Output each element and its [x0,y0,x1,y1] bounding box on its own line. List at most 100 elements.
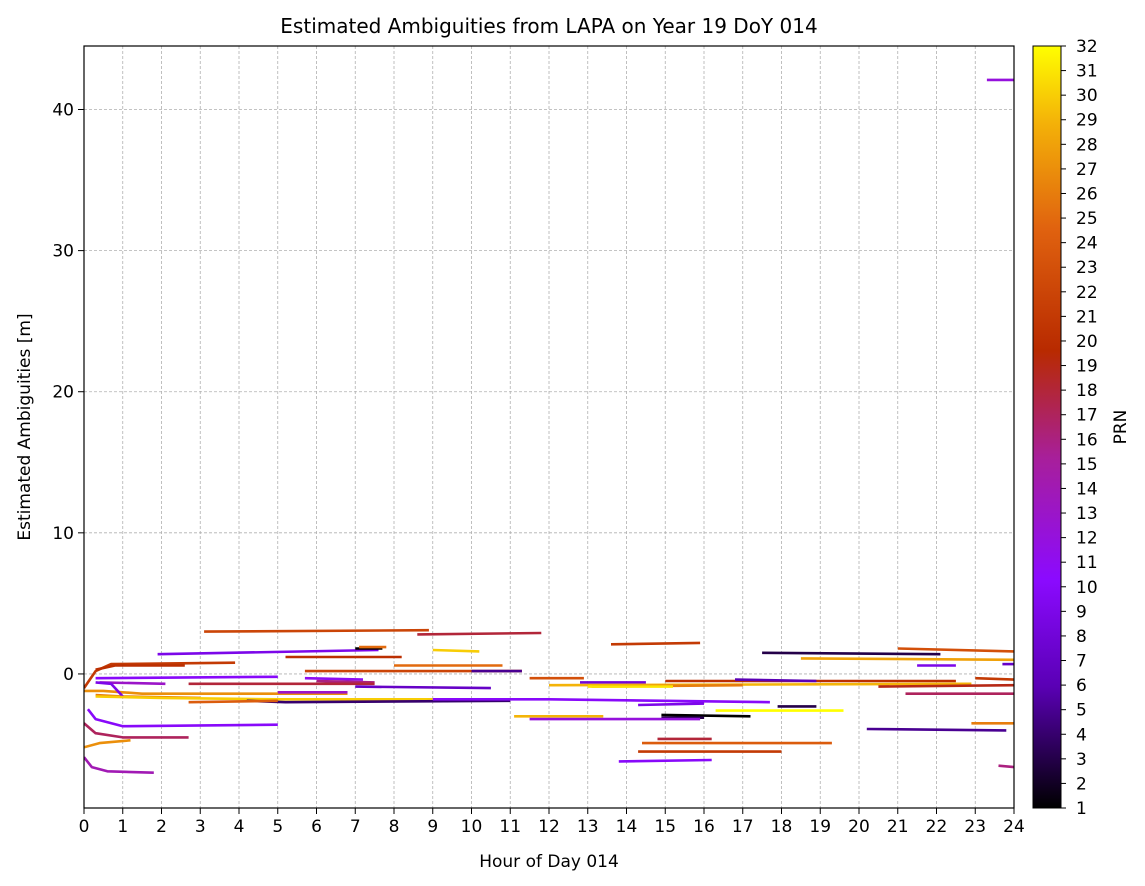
chart-title: Estimated Ambiguities from LAPA on Year … [280,14,817,38]
colorbar-tick-label: 10 [1076,578,1098,598]
ambiguity-series-prn-10 [618,758,712,763]
colorbar-tick-label: 31 [1076,62,1098,82]
ambiguity-series-prn-20 [95,664,185,671]
colorbar: 1234567891011121314151617181920212223242… [1032,37,1131,819]
x-tick-label: 19 [809,817,831,837]
ambiguity-series-prn-5 [866,727,1007,732]
colorbar-tick-label: 2 [1076,774,1087,794]
colorbar-tick-label: 4 [1076,725,1087,745]
ambiguity-series-prn-21 [975,676,1014,681]
colorbar-tick-label: 21 [1076,307,1098,327]
ambiguity-series-prn-17 [84,722,189,739]
colorbar-tick-label: 1 [1076,799,1087,819]
x-axis-title: Hour of Day 014 [479,852,619,872]
ambiguity-series-prn-22 [204,628,429,633]
y-axis: 0 10 20 30 40 [52,101,84,685]
ambiguity-series-prn-29 [548,682,972,687]
x-tick-label: 23 [964,817,986,837]
ambiguity-series-prn-10 [86,708,278,728]
y-tick-label: 0 [63,665,74,685]
x-tick-label: 13 [577,817,599,837]
x-tick-label: 22 [926,817,948,837]
colorbar-tick-label: 24 [1076,234,1098,254]
colorbar-tick-label: 23 [1076,258,1098,278]
ambiguity-series-prn-30 [432,648,480,653]
x-tick-label: 9 [427,817,438,837]
colorbar-ticks: 1234567891011121314151617181920212223242… [1061,37,1098,819]
colorbar-tick-label: 28 [1076,135,1098,155]
x-axis: 0 1 2 3 4 5 6 7 8 9 10 11 12 13 14 15 16 17 18 19 20 21 22 23 24 [79,808,1025,837]
colorbar-tick-label: 19 [1076,357,1098,377]
x-tick-label: 0 [79,817,90,837]
colorbar-tick-label: 14 [1076,479,1098,499]
series-layer [84,78,1014,774]
ambiguity-series-prn-10 [95,675,278,680]
ambiguity-series-prn-16 [316,679,375,684]
colorbar-tick-label: 8 [1076,627,1087,647]
x-tick-label: 6 [311,817,322,837]
colorbar-tick-label: 22 [1076,283,1098,303]
colorbar-tick-label: 25 [1076,209,1098,229]
ambiguity-series-prn-28 [800,657,1014,662]
ambiguity-series-prn-4 [246,699,511,704]
ambiguity-series-prn-24 [188,699,278,704]
y-tick-label: 20 [52,383,74,403]
x-tick-label: 3 [195,817,206,837]
colorbar-tick-label: 9 [1076,602,1087,622]
colorbar-tick-label: 32 [1076,37,1098,57]
x-tick-label: 17 [732,817,754,837]
y-tick-label: 10 [52,524,74,544]
ambiguity-series-prn-16 [998,764,1014,769]
ambiguity-series-prn-27 [84,739,131,749]
colorbar-tick-label: 3 [1076,750,1087,770]
colorbar-tick-label: 30 [1076,86,1098,106]
colorbar-tick-label: 20 [1076,332,1098,352]
ambiguity-series-prn-9 [157,648,379,656]
x-tick-label: 1 [117,817,128,837]
x-tick-label: 16 [693,817,715,837]
colorbar-tick-label: 6 [1076,676,1087,696]
x-tick-label: 24 [1003,817,1025,837]
colorbar-title: PRN [1111,410,1131,445]
colorbar-gradient [1032,45,1062,809]
ambiguity-series-prn-3 [762,651,941,656]
ambiguity-series-prn-9 [638,702,705,707]
x-tick-label: 2 [156,817,167,837]
x-tick-label: 7 [350,817,361,837]
colorbar-tick-label: 17 [1076,406,1098,426]
colorbar-tick-label: 11 [1076,553,1098,573]
ambiguity-series-prn-30 [95,695,433,701]
x-tick-label: 12 [538,817,560,837]
x-tick-label: 5 [272,817,283,837]
y-axis-title: Estimated Ambiguities [m] [15,313,35,540]
colorbar-tick-label: 15 [1076,455,1098,475]
x-tick-label: 20 [848,817,870,837]
x-tick-label: 8 [389,817,400,837]
x-tick-label: 18 [771,817,793,837]
colorbar-tick-label: 7 [1076,652,1087,672]
colorbar-tick-label: 27 [1076,160,1098,180]
ambiguity-series-prn-9 [95,681,124,698]
x-tick-label: 10 [461,817,483,837]
colorbar-tick-label: 12 [1076,529,1098,549]
ambiguity-series-prn-23 [897,647,1014,653]
y-tick-label: 40 [52,101,74,121]
ambiguity-series-prn-7 [355,685,491,690]
ambiguity-series-prn-27 [84,689,348,696]
x-tick-label: 11 [499,817,521,837]
x-tick-label: 14 [616,817,638,837]
x-tick-label: 21 [887,817,909,837]
colorbar-tick-label: 18 [1076,381,1098,401]
colorbar-tick-label: 29 [1076,111,1098,131]
ambiguity-series-prn-14 [84,756,154,774]
colorbar-tick-label: 26 [1076,184,1098,204]
ambiguity-series-prn-10 [432,697,770,704]
x-tick-label: 15 [654,817,676,837]
ambiguity-series-prn-6 [734,678,817,683]
ambiguity-series-prn-11 [304,676,364,681]
ambiguity-series-prn-1 [661,713,751,718]
ambiguity-series-prn-19 [878,683,1014,688]
ambiguity-series-prn-18 [417,631,542,636]
ambiguity-series-prn-21 [610,641,701,646]
